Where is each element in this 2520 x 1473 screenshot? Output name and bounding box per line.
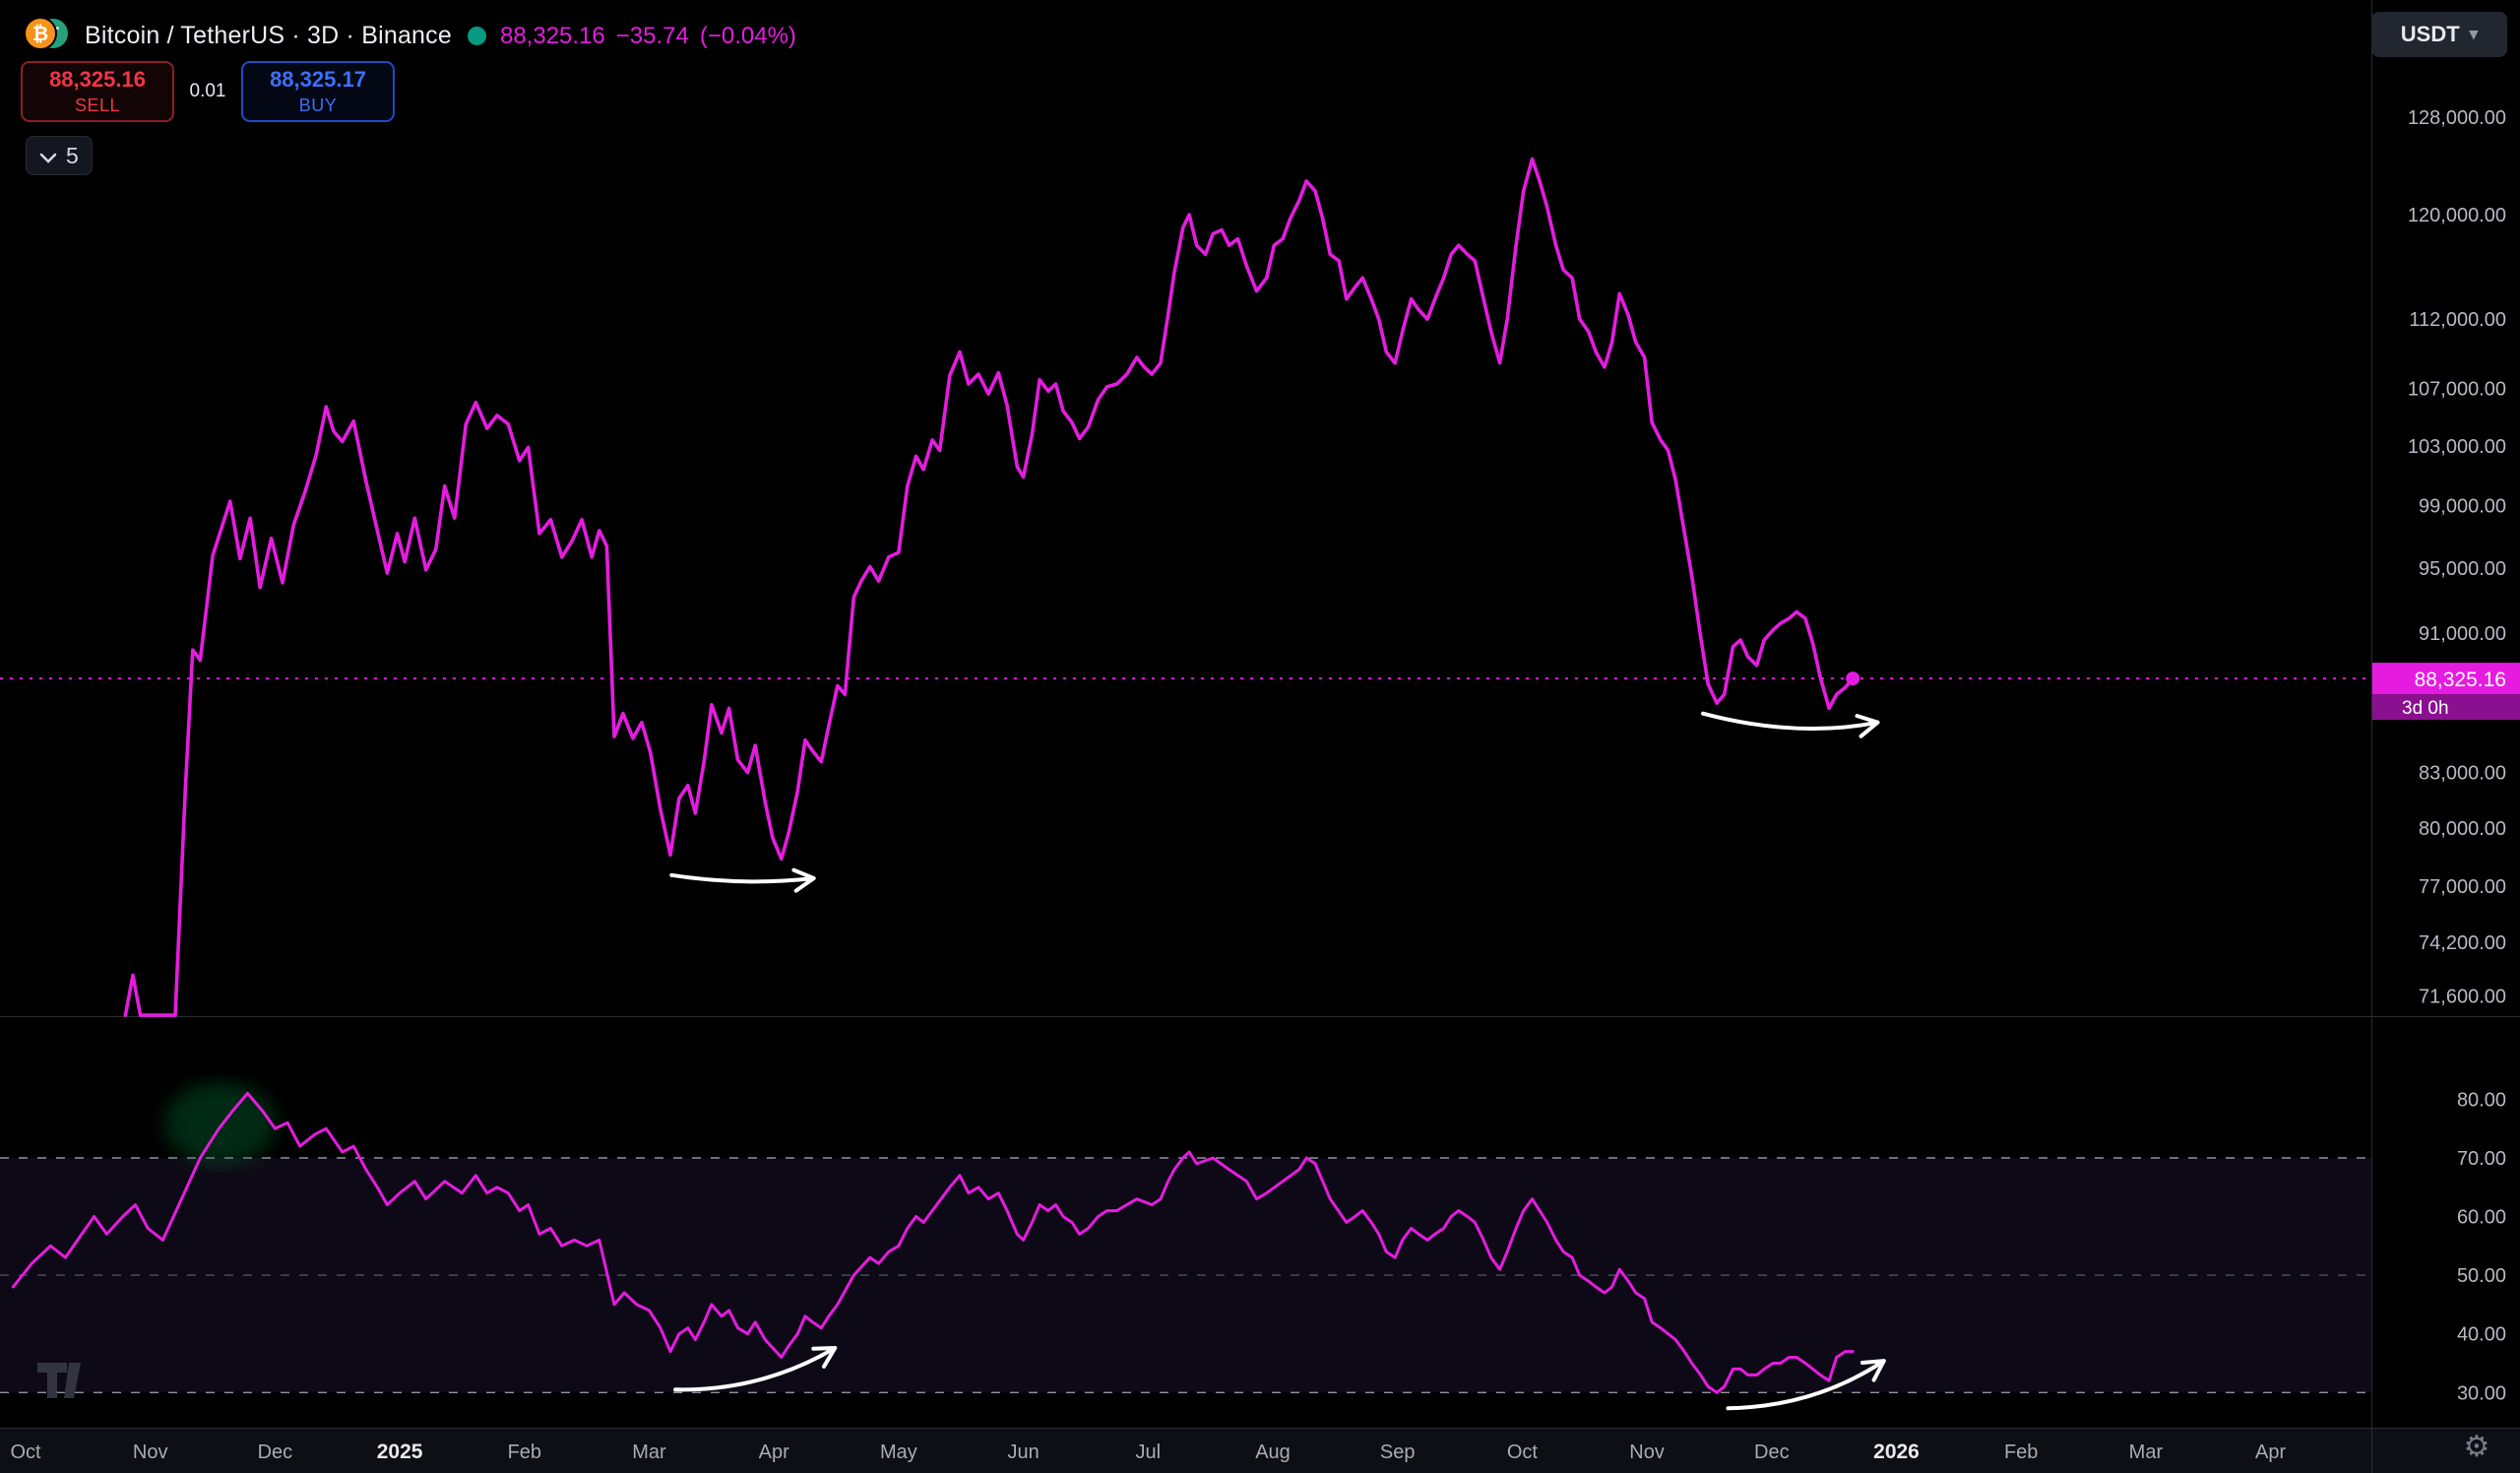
price-axis-label: 74,200.00 [2419,932,2506,954]
time-axis-label: Apr [2255,1441,2286,1463]
rsi-axis-label: 70.00 [2457,1148,2506,1170]
indicators-collapse-button[interactable]: 5 [26,136,93,175]
price-axis-label: 99,000.00 [2419,496,2506,518]
last-price: 88,325.16 [499,22,605,49]
time-axis-label: Nov [1629,1441,1665,1463]
sell-button[interactable]: 88,325.16 SELL [21,61,174,122]
time-axis-label: Feb [508,1441,541,1463]
price-axis-label: 128,000.00 [2408,107,2506,129]
rsi-axis-label: 30.00 [2457,1382,2506,1404]
bar-countdown-value: 3d 0h [2402,698,2449,719]
drawn-arrow[interactable] [1726,1359,1886,1411]
time-axis-label: Jun [1007,1441,1039,1463]
time-axis-label: Oct [10,1441,41,1463]
symbol-pair-icon[interactable]: T ₿ [24,14,71,58]
price-change: −35.74 [615,22,689,49]
buy-sell-panel: 88,325.16 SELL 0.01 88,325.17 BUY [21,61,395,122]
price-axis-label: 103,000.00 [2408,436,2506,458]
time-axis-label: Mar [632,1441,666,1463]
current-price-value: 88,325.16 [2415,669,2506,691]
time-axis-label: Oct [1507,1441,1539,1463]
time-axis-label: Aug [1255,1441,1291,1463]
buy-label: BUY [298,96,338,115]
time-axis-label: 2026 [1873,1441,1920,1463]
time-axis-label: Feb [2004,1441,2038,1463]
rsi-axis-label: 50.00 [2457,1265,2506,1287]
time-axis-label: Apr [759,1441,789,1463]
tradingview-logo[interactable] [35,1357,85,1407]
time-axis-strip[interactable] [0,1429,2520,1473]
price-axis-label: 71,600.00 [2419,987,2506,1008]
bitcoin-icon [24,17,57,50]
price-axis-label: 80,000.00 [2419,818,2506,840]
time-axis-label: 2025 [377,1441,423,1463]
tradingview-logo-v [64,1363,81,1398]
last-price-marker [1846,672,1860,686]
price-axis-label: 91,000.00 [2419,623,2506,645]
quote: 88,325.16 −35.74 (−0.04%) [500,23,796,50]
price-axis-label: 107,000.00 [2408,378,2506,400]
time-axis-label: May [880,1441,917,1463]
tradingview-logo-t [37,1363,67,1398]
chevron-down-icon: ▾ [2469,25,2479,43]
currency-dropdown-button[interactable]: USDT ▾ [2371,12,2507,57]
sell-price: 88,325.16 [49,67,146,92]
chevron-down-icon [39,143,57,169]
buy-price: 88,325.17 [270,67,366,92]
time-axis-label: Mar [2129,1441,2164,1463]
sell-label: SELL [74,96,121,115]
rsi-axis-label: 80.00 [2457,1089,2506,1111]
time-axis-label: Jul [1136,1441,1162,1463]
time-axis-label: Nov [133,1441,168,1463]
price-line [123,157,1855,1017]
buy-button[interactable]: 88,325.17 BUY [241,61,395,122]
price-axis-label: 120,000.00 [2408,205,2506,226]
symbol-legend: T ₿ Bitcoin / TetherUS · 3D · Binance 88… [24,14,796,58]
rsi-axis-label: 60.00 [2457,1207,2506,1229]
time-axis-label: Sep [1380,1441,1416,1463]
svg-text:₿: ₿ [32,24,48,45]
price-axis-label: 77,000.00 [2419,876,2506,898]
market-status-icon[interactable] [467,27,486,45]
price-axis-label: 95,000.00 [2419,558,2506,580]
drawn-arrow[interactable] [1701,711,1880,738]
price-axis-label: 83,000.00 [2419,763,2506,785]
bar-countdown-tag [2372,694,2520,721]
price-change-pct: (−0.04%) [699,22,796,49]
drawn-arrow[interactable] [669,867,816,893]
rsi-axis-label: 40.00 [2457,1324,2506,1346]
indicator-count: 5 [66,142,79,168]
drawn-highlight[interactable] [163,1082,277,1165]
currency-label: USDT [2400,22,2460,46]
price-axis-label: 112,000.00 [2409,309,2506,331]
time-axis-label: Dec [258,1441,293,1463]
drawn-arrow[interactable] [673,1346,838,1392]
time-axis-label: Dec [1754,1441,1790,1463]
spread-value: 0.01 [189,81,226,101]
symbol-title[interactable]: Bitcoin / TetherUS · 3D · Binance [85,22,452,49]
current-price-tag [2372,663,2520,695]
rsi-line [11,1091,1855,1394]
settings-gear-icon[interactable]: ⚙ [2463,1431,2490,1463]
